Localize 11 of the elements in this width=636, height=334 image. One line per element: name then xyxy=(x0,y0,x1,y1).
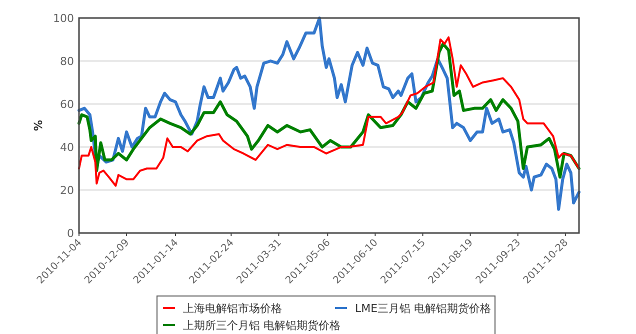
legend-label: 上海电解铝市场价格 xyxy=(183,302,282,315)
legend-label: LME三月铝 电解铝期货价格 xyxy=(355,302,492,315)
y-tick-label: 0 xyxy=(67,227,74,240)
y-tick-label: 100 xyxy=(53,12,74,25)
line-series xyxy=(78,16,580,211)
y-tick-label: 60 xyxy=(60,98,74,111)
y-tick-label: 20 xyxy=(60,184,74,197)
legend-label: 上期所三个月铝 电解铝期货价格 xyxy=(183,319,340,332)
y-axis-title: % xyxy=(32,120,45,132)
y-tick-label: 80 xyxy=(60,55,74,68)
y-tick-label: 40 xyxy=(60,141,74,154)
